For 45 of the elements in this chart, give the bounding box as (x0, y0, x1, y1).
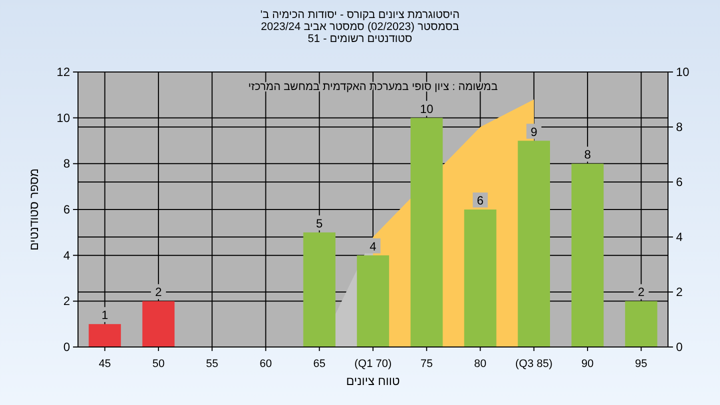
bar (356, 255, 390, 347)
bar (625, 301, 658, 347)
x-tick-label: (Q3 85) (515, 358, 553, 370)
bar (410, 118, 443, 347)
x-tick-label: 60 (260, 358, 272, 370)
data-label: 4 (370, 239, 377, 254)
y2-tick-label: 2 (676, 285, 683, 299)
y2-tick-label: 0 (676, 340, 683, 354)
y-tick-label: 0 (63, 340, 70, 354)
x-tick-label: 45 (98, 358, 111, 370)
y-tick-label: 4 (63, 248, 70, 262)
x-tick-label: 75 (420, 358, 433, 370)
bar (142, 301, 175, 347)
x-tick-label: 95 (635, 358, 648, 370)
y-tick-label: 12 (56, 65, 70, 79)
data-label: 9 (530, 124, 538, 139)
bar (571, 164, 604, 347)
y2-tick-label: 4 (676, 230, 683, 244)
y2-tick-label: 6 (676, 175, 683, 189)
data-label: 8 (584, 148, 592, 162)
x-tick-label: 65 (313, 358, 326, 370)
x-tick-label: 80 (474, 358, 486, 370)
data-label: 5 (316, 216, 324, 230)
bar (88, 324, 121, 347)
bar (303, 232, 336, 347)
y-tick-label: 10 (56, 110, 70, 125)
x-tick-label: 50 (152, 358, 165, 370)
y-tick-label: 8 (63, 156, 70, 171)
x-tick-label: (Q1 70) (354, 358, 392, 370)
data-label: 10 (420, 102, 434, 116)
data-label: 2 (155, 285, 162, 300)
y-tick-label: 2 (63, 294, 70, 308)
bar (464, 210, 496, 347)
y-axis-title: מספר סטודנטים (27, 168, 41, 251)
data-label: 2 (638, 285, 645, 300)
data-label: 6 (476, 194, 484, 208)
data-label: 1 (101, 308, 108, 322)
bar (518, 140, 550, 347)
chart-title: היסטוגרמת ציונים בקורס - יסודות הכימיה ב' בסמסטר (02/2023) סמסטר אביב 2023/24 סטודנטים רשומים - 51 (260, 9, 460, 45)
x-tick-label: 90 (581, 358, 594, 370)
x-axis-title: טווח ציונים (346, 374, 400, 388)
y-tick-label: 6 (63, 202, 70, 216)
y2-tick-label: 8 (676, 120, 683, 134)
y2-tick-label: 10 (676, 65, 690, 79)
x-tick-label: 55 (206, 358, 218, 370)
